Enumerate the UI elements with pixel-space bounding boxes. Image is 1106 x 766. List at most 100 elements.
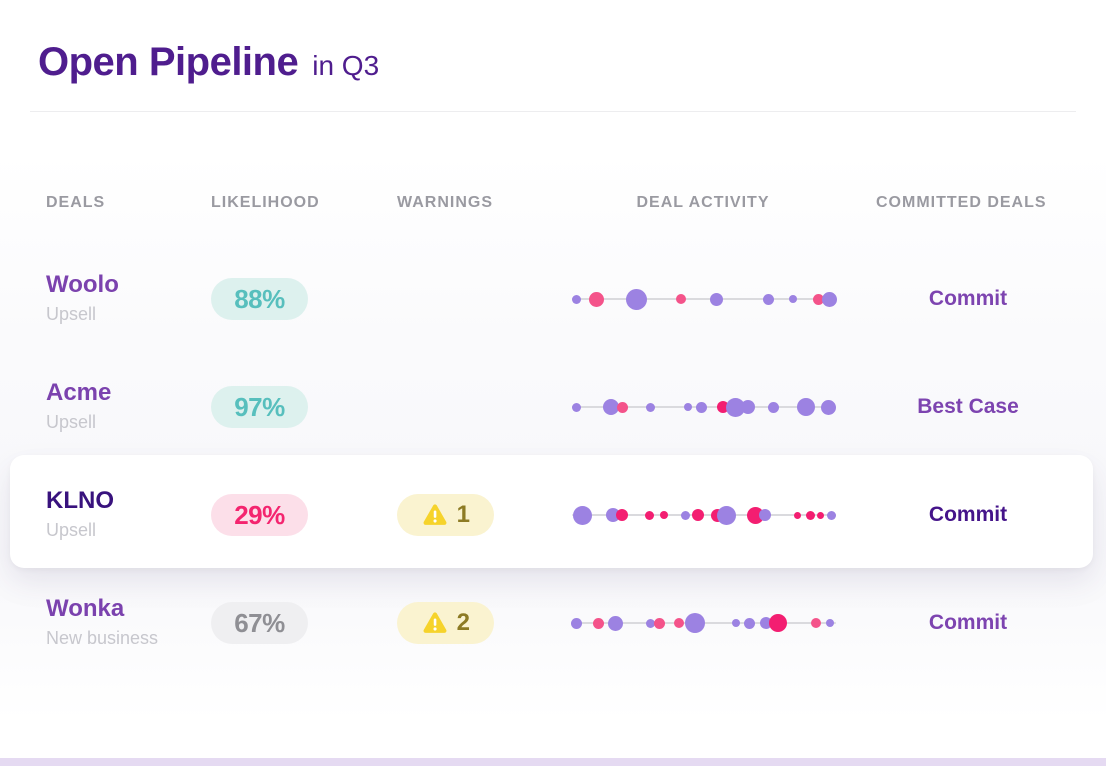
deal-activity-cell bbox=[568, 385, 876, 429]
column-header-committed-deals: Committed Deals bbox=[876, 194, 1047, 211]
likelihood-cell: 88% bbox=[211, 278, 397, 320]
page-title-main: Open Pipeline bbox=[38, 40, 299, 84]
activity-dot bbox=[826, 619, 834, 627]
warnings-cell: 2 bbox=[397, 602, 568, 644]
activity-dot bbox=[692, 509, 704, 521]
activity-timeline bbox=[572, 514, 836, 516]
deal-type: Upsell bbox=[46, 520, 97, 540]
activity-dot bbox=[797, 398, 815, 416]
committed-label[interactable]: Best Case bbox=[917, 395, 1019, 418]
likelihood-cell: 29% bbox=[211, 494, 397, 536]
activity-dot bbox=[572, 505, 592, 525]
committed-label[interactable]: Commit bbox=[928, 611, 1008, 634]
deal-type: Upsell bbox=[46, 412, 97, 432]
activity-dot bbox=[805, 510, 815, 520]
activity-dot bbox=[592, 617, 604, 629]
committed-cell: Best Case bbox=[876, 395, 1060, 419]
deal-type: Upsell bbox=[46, 304, 97, 324]
deal-activity-cell bbox=[568, 601, 876, 645]
deal-name: Woolo bbox=[46, 271, 119, 298]
activity-dot bbox=[676, 294, 686, 304]
highlighted-row-card bbox=[10, 455, 1093, 568]
activity-dot bbox=[725, 397, 745, 417]
deal-activity-chart bbox=[568, 277, 838, 321]
committed-label[interactable]: Commit bbox=[928, 503, 1008, 526]
deal-name: KLNO bbox=[46, 487, 114, 514]
warning-badge: 2 bbox=[397, 602, 494, 644]
likelihood-badge: 67% bbox=[211, 602, 308, 644]
activity-dot bbox=[570, 617, 582, 629]
warning-count: 1 bbox=[456, 501, 470, 528]
activity-dot bbox=[716, 505, 736, 525]
deal-activity-chart bbox=[568, 601, 838, 645]
activity-dot bbox=[769, 614, 787, 632]
activity-dot bbox=[767, 401, 779, 413]
activity-dot bbox=[645, 618, 655, 628]
warning-count: 2 bbox=[456, 609, 470, 636]
deal-cell: Woolo Upsell bbox=[46, 271, 211, 327]
activity-dot bbox=[607, 615, 623, 631]
deals-table: Woolo Upsell 88% Commit Acme Ups bbox=[0, 245, 1060, 677]
deal-activity-chart bbox=[568, 385, 838, 429]
column-header-deals: Deals bbox=[46, 194, 106, 211]
activity-dot bbox=[653, 617, 665, 629]
activity-dot bbox=[588, 291, 604, 307]
committed-cell: Commit bbox=[876, 503, 1060, 527]
activity-dot bbox=[732, 619, 740, 627]
deal-name: Acme bbox=[46, 379, 112, 406]
activity-dot bbox=[571, 294, 581, 304]
table-row-woolo[interactable]: Woolo Upsell 88% Commit bbox=[0, 245, 1060, 353]
activity-dot bbox=[820, 399, 836, 415]
deal-activity-cell bbox=[568, 493, 876, 537]
activity-dot bbox=[743, 617, 755, 629]
page-title: Open Pipeline in Q3 bbox=[38, 40, 379, 85]
activity-dot bbox=[685, 613, 705, 633]
likelihood-badge: 29% bbox=[211, 494, 308, 536]
likelihood-cell: 97% bbox=[211, 386, 397, 428]
activity-dot bbox=[812, 293, 824, 305]
activity-dot bbox=[741, 400, 755, 414]
activity-dot bbox=[684, 403, 692, 411]
warnings-cell: 1 bbox=[397, 494, 568, 536]
activity-dot bbox=[762, 293, 774, 305]
activity-dot bbox=[811, 618, 821, 628]
activity-dot bbox=[674, 618, 684, 628]
activity-dot bbox=[759, 509, 771, 521]
activity-dot bbox=[826, 510, 836, 520]
activity-dot bbox=[645, 402, 655, 412]
activity-dot bbox=[616, 401, 628, 413]
deal-type: New business bbox=[46, 628, 159, 648]
table-row-klno[interactable]: KLNO Upsell 29% 1 Commit bbox=[0, 461, 1060, 569]
table-column-headers: Deals Likelihood Warnings Deal Activity … bbox=[0, 194, 1106, 212]
deal-name: Wonka bbox=[46, 595, 125, 622]
activity-dot bbox=[625, 288, 647, 310]
activity-dot bbox=[616, 509, 628, 521]
activity-dot bbox=[821, 291, 837, 307]
likelihood-badge: 97% bbox=[211, 386, 308, 428]
warning-triangle-icon bbox=[423, 504, 447, 525]
activity-dot bbox=[660, 511, 668, 519]
activity-dot bbox=[680, 510, 690, 520]
deal-cell: KLNO Upsell bbox=[46, 487, 211, 543]
activity-dot bbox=[789, 295, 797, 303]
activity-dot bbox=[816, 511, 824, 519]
likelihood-badge: 88% bbox=[211, 278, 308, 320]
table-row-wonka[interactable]: Wonka New business 67% 2 Commit bbox=[0, 569, 1060, 677]
activity-dot bbox=[571, 402, 581, 412]
table-row-acme[interactable]: Acme Upsell 97% Best Case bbox=[0, 353, 1060, 461]
page-title-suffix: in Q3 bbox=[312, 50, 380, 81]
committed-cell: Commit bbox=[876, 611, 1060, 635]
committed-label[interactable]: Commit bbox=[928, 287, 1008, 310]
deal-activity-cell bbox=[568, 277, 876, 321]
column-header-likelihood: Likelihood bbox=[211, 194, 320, 211]
likelihood-cell: 67% bbox=[211, 602, 397, 644]
header-divider bbox=[30, 111, 1076, 112]
deal-activity-chart bbox=[568, 493, 838, 537]
activity-timeline bbox=[572, 298, 836, 300]
warning-triangle-icon bbox=[423, 612, 447, 633]
activity-dot bbox=[695, 401, 707, 413]
column-header-warnings: Warnings bbox=[397, 194, 493, 211]
deal-cell: Acme Upsell bbox=[46, 379, 211, 435]
committed-cell: Commit bbox=[876, 287, 1060, 311]
deal-cell: Wonka New business bbox=[46, 595, 211, 651]
